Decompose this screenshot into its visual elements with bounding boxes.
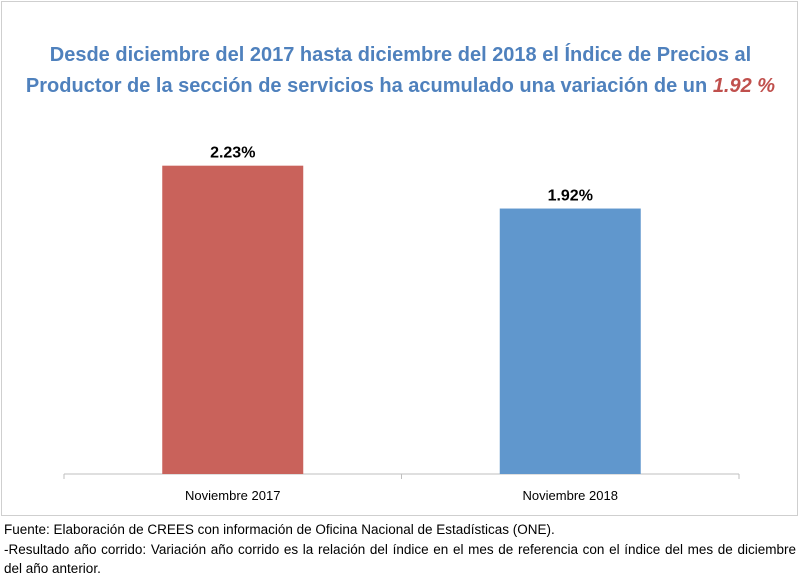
ticks-layer — [63, 474, 740, 479]
bar-chart: 2.23% Noviembre 2017 1.92% Noviembre 2018 — [63, 145, 740, 503]
chart-title: Desde diciembre del 2017 hasta diciembre… — [2, 40, 799, 102]
bar-1 — [162, 165, 304, 474]
labels-layer: 2.23% Noviembre 2017 1.92% Noviembre 2018 — [185, 145, 618, 503]
chart-title-line2-text: Productor de la sección de servicios ha … — [25, 75, 708, 97]
data-label-2: 1.92% — [548, 188, 593, 205]
chart-title-line2: Productor de la sección de servicios ha … — [2, 71, 799, 102]
chart-title-line1: Desde diciembre del 2017 hasta diciembre… — [49, 44, 752, 66]
x-tick-label-1: Noviembre 2017 — [185, 488, 280, 503]
chart-frame: Desde diciembre del 2017 hasta diciembre… — [1, 1, 798, 516]
bars-layer — [162, 165, 641, 474]
footer: Fuente: Elaboración de CREES con informa… — [4, 520, 796, 579]
methodology-note: -Resultado año corrido: Variación año co… — [4, 541, 796, 577]
data-label-1: 2.23% — [210, 145, 255, 162]
bar-2 — [499, 208, 641, 474]
source-note: Fuente: Elaboración de CREES con informa… — [4, 522, 555, 537]
chart-title-highlight: 1.92 % — [712, 75, 776, 97]
x-tick-label-2: Noviembre 2018 — [523, 488, 618, 503]
